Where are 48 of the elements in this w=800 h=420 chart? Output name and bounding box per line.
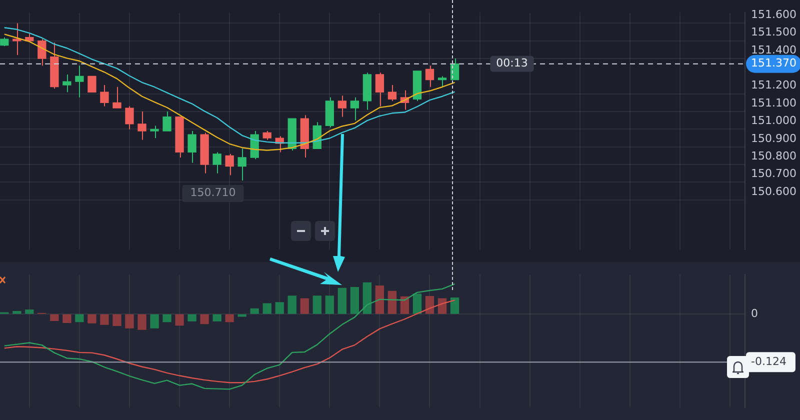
bar: [325, 296, 334, 314]
y-tick-label: 151.200: [751, 78, 796, 92]
y-tick-label: 150.800: [751, 149, 796, 162]
bar: [88, 314, 96, 324]
bar: [450, 298, 460, 314]
bar: [175, 314, 184, 326]
bar: [112, 314, 122, 326]
bar: [125, 314, 134, 328]
bar: [288, 296, 296, 314]
bar: [362, 282, 372, 314]
y-tick-label: -0.124: [751, 354, 786, 368]
y-tick-label: 151.000: [751, 114, 796, 128]
bar: [400, 296, 410, 314]
annotation: 150.710: [190, 186, 236, 199]
y-tick-label: 150.900: [751, 132, 796, 145]
bar: [62, 314, 72, 323]
bar: [425, 296, 434, 314]
bar: [75, 314, 84, 322]
bar: [412, 294, 422, 314]
bar: [388, 290, 397, 314]
bar: [225, 314, 234, 322]
y-tick-label: 151.100: [751, 96, 796, 110]
bar: [188, 314, 196, 322]
ref-line-label: 151.370: [751, 56, 796, 70]
y-tick-label: 151.400: [751, 43, 796, 56]
bar: [212, 314, 222, 322]
bar: [12, 311, 22, 314]
bar: [275, 302, 284, 314]
y-tick-label: 150.700: [751, 167, 796, 180]
bar: [150, 314, 159, 328]
bar: [138, 314, 146, 330]
bar: [338, 288, 346, 314]
y-tick-label: 150.600: [751, 184, 796, 198]
bar: [100, 314, 109, 325]
bar: [25, 310, 34, 314]
bar: [375, 286, 384, 314]
bar: [350, 287, 360, 314]
bar: [50, 314, 59, 322]
text: 00:13: [496, 56, 528, 70]
y-tick-label: 151.500: [751, 26, 796, 39]
bar: [312, 296, 322, 314]
y-tick-label: 151.600: [751, 8, 796, 22]
y-tick-label: 0: [751, 306, 758, 320]
bar: [300, 298, 309, 314]
bar: [162, 314, 172, 322]
bar: [262, 303, 272, 314]
bar: [250, 308, 259, 314]
bar: [200, 314, 209, 324]
